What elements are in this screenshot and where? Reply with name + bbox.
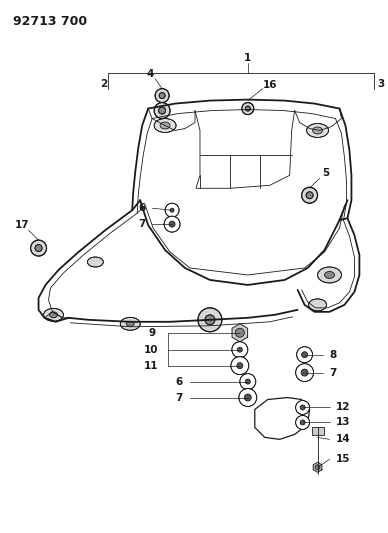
Text: 7: 7 — [176, 392, 183, 402]
Circle shape — [297, 346, 313, 362]
Text: 6: 6 — [138, 203, 145, 213]
Ellipse shape — [120, 317, 140, 330]
Circle shape — [296, 415, 310, 430]
Circle shape — [300, 420, 305, 425]
Circle shape — [315, 465, 320, 470]
Ellipse shape — [317, 267, 341, 283]
Circle shape — [159, 93, 165, 99]
Polygon shape — [232, 324, 248, 342]
Circle shape — [237, 362, 243, 369]
Text: 9: 9 — [148, 328, 155, 338]
Ellipse shape — [308, 299, 327, 311]
Circle shape — [170, 208, 174, 212]
Text: 15: 15 — [336, 454, 350, 464]
Text: 92713 700: 92713 700 — [13, 15, 87, 28]
Circle shape — [296, 364, 314, 382]
Ellipse shape — [154, 118, 176, 133]
Ellipse shape — [324, 271, 334, 278]
Circle shape — [296, 400, 310, 415]
Text: 6: 6 — [176, 377, 183, 386]
Circle shape — [159, 107, 166, 114]
Text: 8: 8 — [329, 350, 337, 360]
Circle shape — [239, 389, 257, 407]
Circle shape — [231, 357, 249, 375]
Text: 12: 12 — [336, 402, 350, 413]
Circle shape — [301, 187, 317, 203]
Text: 17: 17 — [15, 220, 30, 230]
Circle shape — [155, 88, 169, 102]
Ellipse shape — [313, 127, 322, 134]
Text: 16: 16 — [262, 79, 277, 90]
Circle shape — [240, 374, 256, 390]
Ellipse shape — [43, 309, 64, 321]
Circle shape — [245, 379, 250, 384]
Ellipse shape — [50, 312, 57, 318]
Ellipse shape — [307, 124, 329, 138]
Circle shape — [205, 315, 215, 325]
Circle shape — [154, 102, 170, 118]
Ellipse shape — [160, 122, 170, 129]
Circle shape — [306, 192, 313, 199]
Circle shape — [301, 352, 308, 358]
Text: 13: 13 — [336, 417, 350, 427]
Text: 1: 1 — [244, 53, 251, 63]
Ellipse shape — [87, 257, 103, 267]
Circle shape — [237, 347, 242, 352]
Circle shape — [242, 102, 254, 115]
Circle shape — [232, 342, 248, 358]
Circle shape — [245, 106, 250, 111]
Polygon shape — [313, 462, 322, 472]
Circle shape — [236, 328, 244, 337]
Bar — [312, 427, 324, 435]
Circle shape — [169, 221, 175, 227]
Text: 7: 7 — [329, 368, 337, 377]
Text: 5: 5 — [322, 168, 329, 179]
Circle shape — [198, 308, 222, 332]
Circle shape — [301, 369, 308, 376]
Circle shape — [165, 203, 179, 217]
Circle shape — [164, 216, 180, 232]
Circle shape — [300, 405, 305, 410]
Text: 14: 14 — [336, 434, 350, 445]
Circle shape — [35, 245, 42, 252]
Text: 4: 4 — [147, 69, 154, 79]
Ellipse shape — [126, 321, 134, 326]
Text: 2: 2 — [100, 79, 107, 88]
Circle shape — [31, 240, 47, 256]
Circle shape — [244, 394, 251, 401]
Text: 11: 11 — [144, 361, 158, 370]
Text: 3: 3 — [378, 79, 385, 88]
Text: 10: 10 — [144, 345, 158, 354]
Text: 7: 7 — [138, 219, 145, 229]
